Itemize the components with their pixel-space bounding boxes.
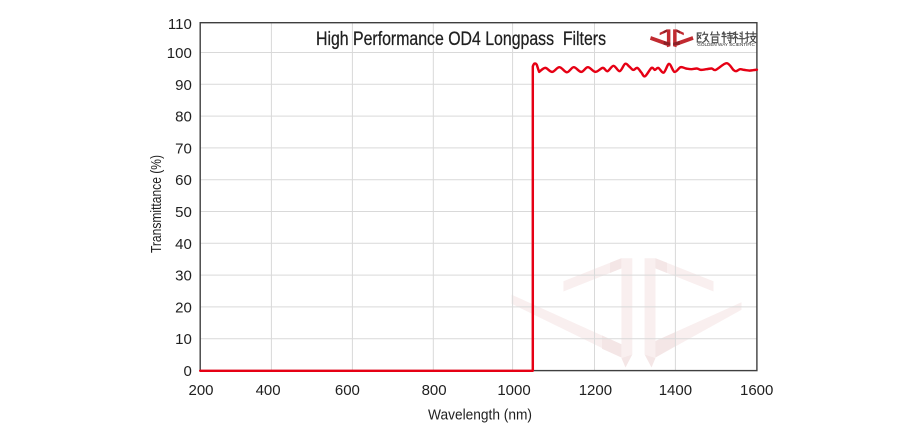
svg-text:Wavelength (nm): Wavelength (nm) [428,407,532,424]
svg-text:400: 400 [256,382,281,399]
svg-text:1200: 1200 [579,382,612,399]
svg-text:200: 200 [188,382,213,399]
svg-text:GOLDEN WAY SCIENTIFIC: GOLDEN WAY SCIENTIFIC [697,42,755,48]
svg-text:90: 90 [175,77,192,94]
svg-text:40: 40 [175,236,192,253]
svg-text:60: 60 [175,172,192,189]
svg-text:Transmittance (%): Transmittance (%) [148,155,165,253]
svg-text:600: 600 [335,382,360,399]
svg-text:80: 80 [175,109,192,126]
svg-text:High Performance OD4 Longpass: High Performance OD4 Longpass Filters [316,28,606,50]
svg-text:30: 30 [175,268,192,285]
svg-text:20: 20 [175,299,192,316]
svg-text:100: 100 [167,45,192,62]
svg-text:0: 0 [183,363,191,380]
svg-text:70: 70 [175,140,192,157]
svg-text:50: 50 [175,204,192,221]
svg-text:1400: 1400 [659,382,692,399]
svg-text:1600: 1600 [740,382,773,399]
svg-text:10: 10 [175,331,192,348]
svg-text:1000: 1000 [497,382,530,399]
svg-text:110: 110 [168,16,192,33]
svg-text:800: 800 [422,382,447,399]
